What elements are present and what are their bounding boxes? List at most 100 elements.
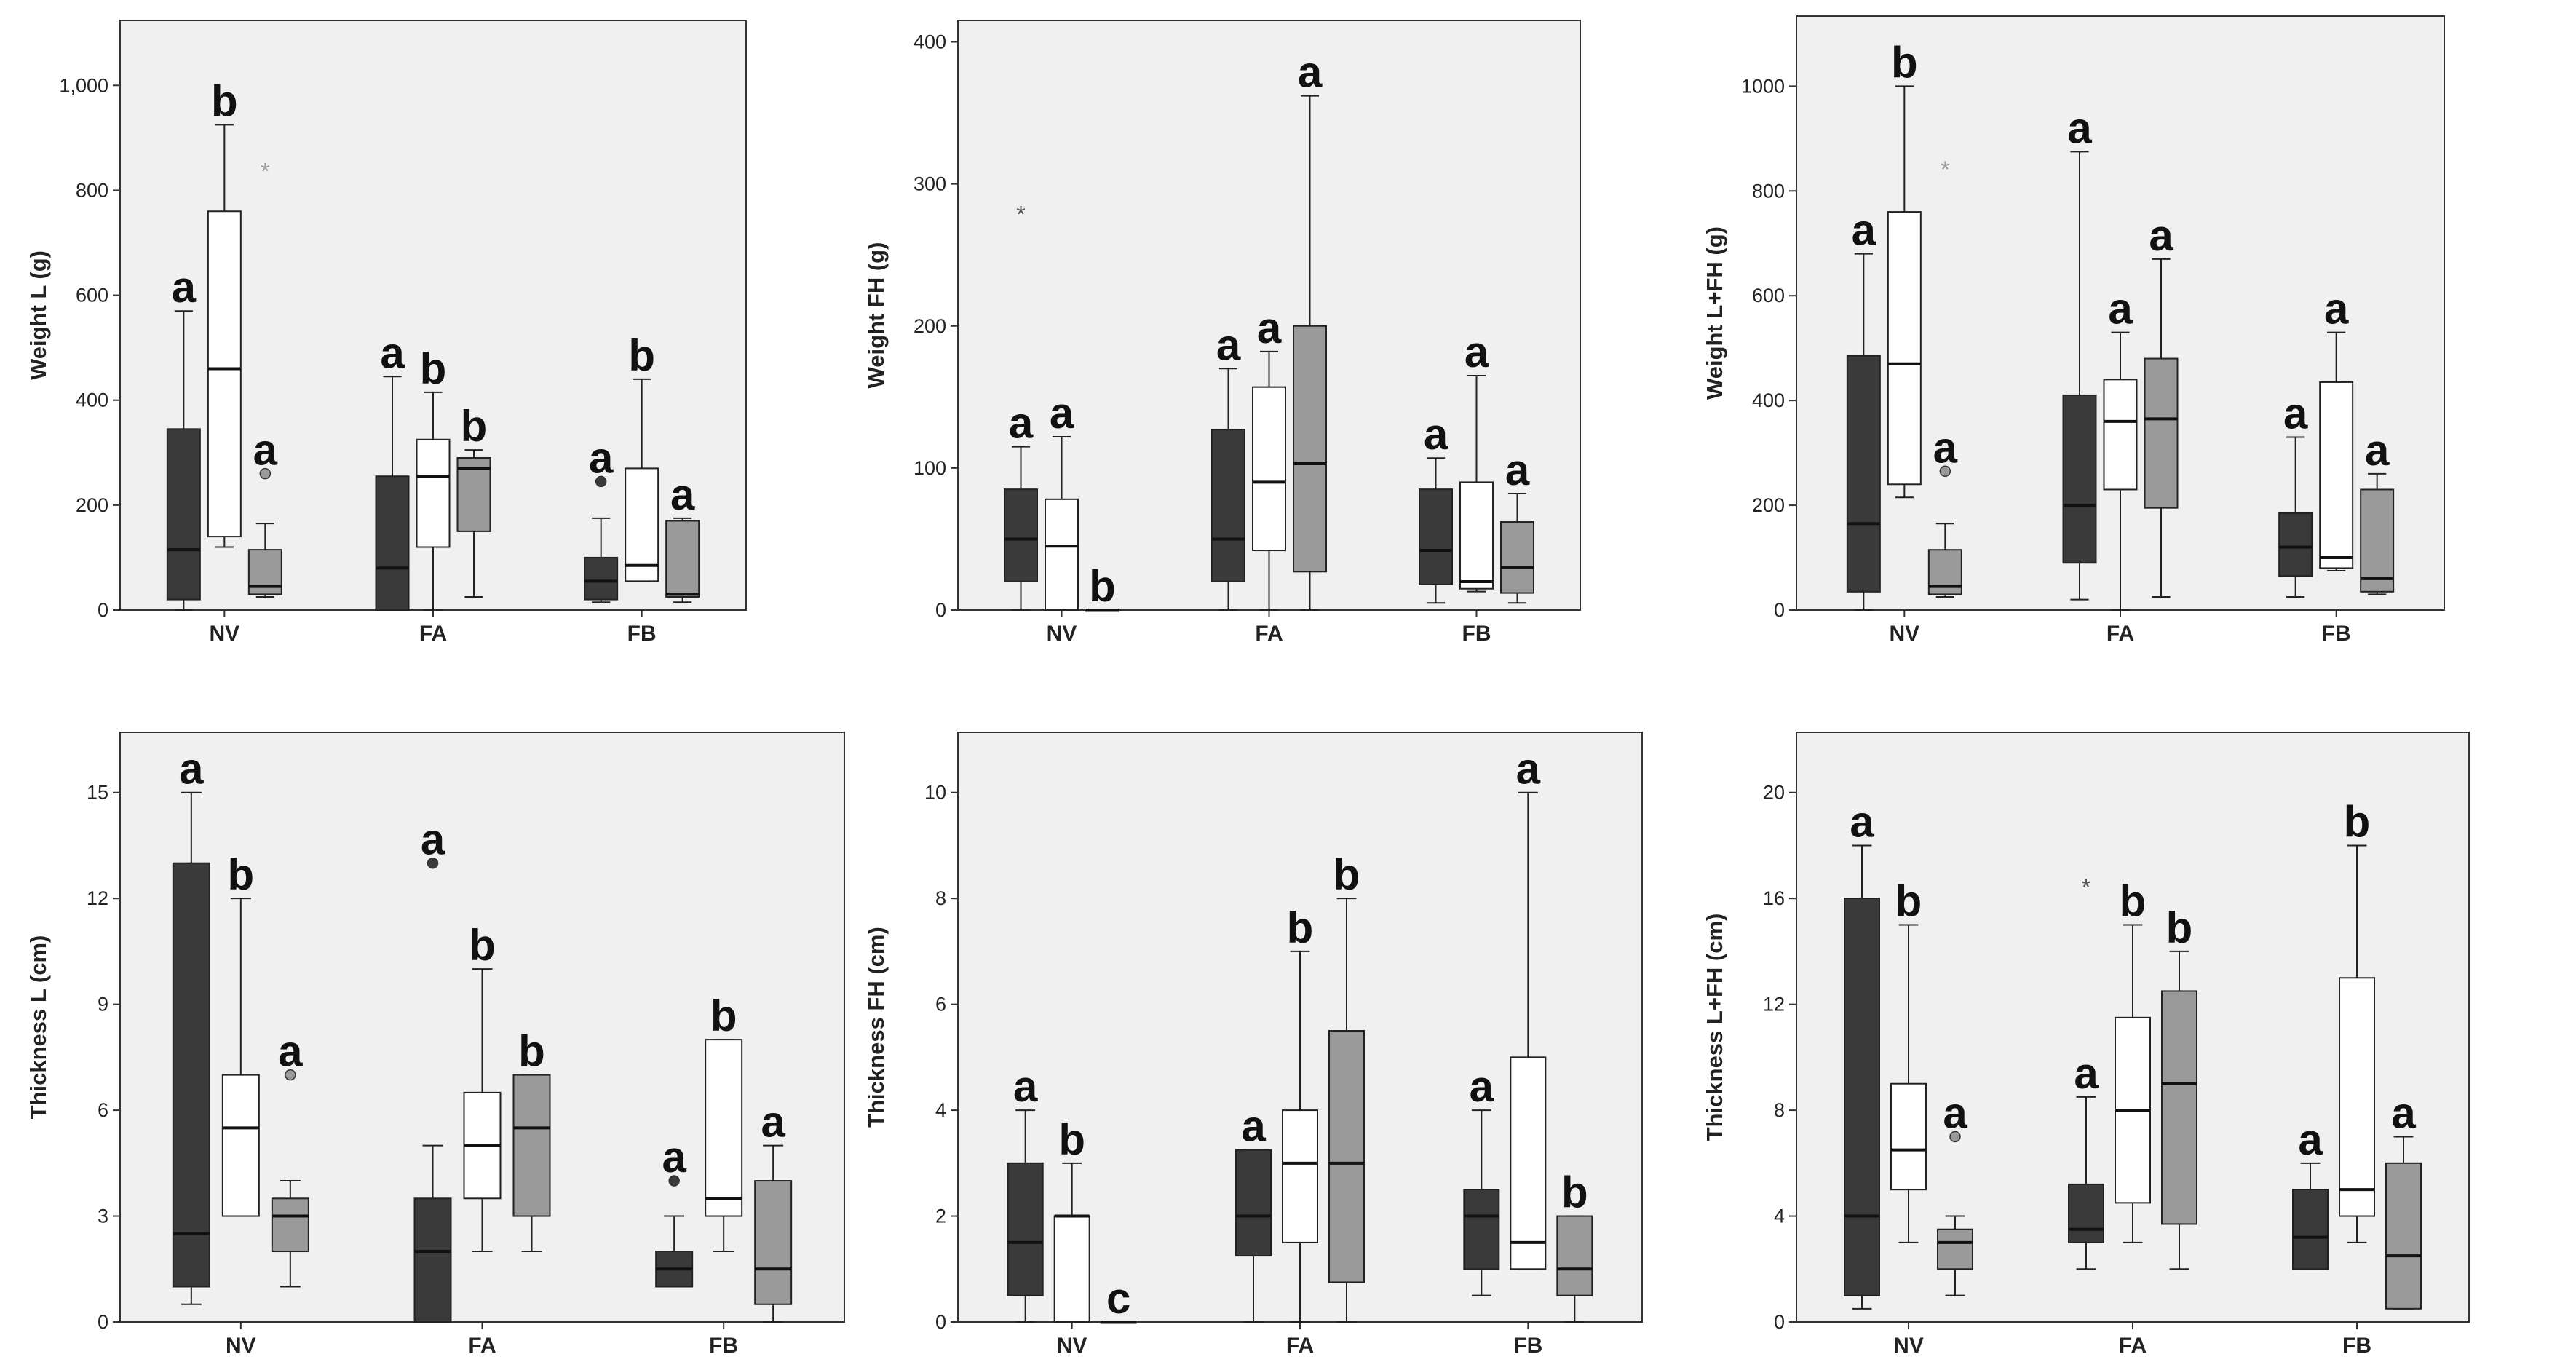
iqr-box	[625, 467, 659, 582]
iqr-box	[271, 1197, 309, 1253]
iqr-box	[2360, 488, 2395, 593]
significance-letter: a	[2074, 1049, 2099, 1098]
box-FB-series-3: a	[2385, 1088, 2422, 1310]
y-tick-label: 0	[935, 1311, 946, 1333]
box-FA-series-3: b	[2161, 903, 2197, 1270]
significance-letter: b	[2120, 877, 2147, 926]
outlier-circle	[259, 467, 272, 480]
iqr-box	[2144, 357, 2179, 509]
box-NV-series-1: a	[172, 745, 210, 1305]
significance-letter: a	[1009, 399, 1034, 448]
box-FB-series-2: b	[2339, 797, 2375, 1243]
iqr-box	[2103, 379, 2138, 491]
y-tick-label: 12	[87, 887, 108, 909]
x-category-label: NV	[1889, 622, 1919, 646]
y-tick-label: 6	[935, 994, 946, 1015]
y-tick-label: 4	[935, 1099, 946, 1121]
box-FA-series-2: b	[463, 921, 502, 1253]
y-tick-label: 9	[98, 994, 108, 1015]
box-FA-series-2: a	[1252, 304, 1286, 611]
y-tick-label: 6	[98, 1099, 108, 1121]
significance-letter: a	[1298, 48, 1323, 97]
box-FB-series-3: a	[665, 470, 700, 603]
iqr-box	[754, 1180, 793, 1305]
significance-letter: b	[518, 1027, 545, 1076]
y-tick-label: 2	[935, 1205, 946, 1227]
box-NV-series-1: a	[1846, 206, 1881, 611]
box-FB-series-1: a	[1463, 1062, 1500, 1296]
significance-letter: b	[1561, 1168, 1588, 1217]
iqr-box	[1419, 488, 1453, 585]
box-FA-series-1: *a	[2068, 874, 2104, 1270]
y-tick-label: 10	[924, 782, 946, 804]
box-NV-series-1: a	[1007, 1062, 1044, 1323]
significance-letter: a	[2298, 1115, 2323, 1164]
significance-letter: b	[2166, 903, 2193, 952]
box-FB-series-3: a	[1500, 446, 1534, 604]
box-NV-series-2: b	[207, 76, 242, 548]
box-NV-series-3: a	[1937, 1088, 1973, 1296]
y-axis-title: Weight FH (g)	[863, 242, 889, 389]
y-axis-title: Thickness L+FH (cm)	[1702, 914, 1727, 1141]
y-tick-label: 0	[98, 1311, 108, 1333]
iqr-box	[512, 1074, 551, 1217]
iqr-box	[1328, 1030, 1365, 1283]
x-category-label: FB	[709, 1334, 738, 1358]
significance-letter: b	[461, 402, 488, 451]
iqr-box	[1556, 1215, 1593, 1296]
iqr-box	[2278, 512, 2313, 577]
y-tick-label: 0	[1774, 1311, 1785, 1333]
iqr-box	[2161, 990, 2197, 1225]
box-FA-series-1: a	[2062, 103, 2097, 601]
y-tick-label: 300	[914, 173, 946, 195]
box-FA-series-1: a	[375, 328, 410, 611]
box-FB-series-1: a	[584, 433, 619, 603]
iqr-box	[2068, 1183, 2104, 1243]
box-FA-series-3: b	[1328, 850, 1365, 1323]
box-FA-series-3: b	[456, 402, 491, 598]
significance-letter: b	[1891, 38, 1918, 87]
iqr-box	[1844, 898, 1880, 1296]
significance-letter: a	[421, 815, 445, 864]
x-category-label: FA	[419, 622, 447, 646]
significance-letter: a	[1933, 423, 1958, 472]
x-category-label: NV	[1047, 622, 1077, 646]
y-tick-label: 3	[98, 1205, 108, 1227]
iqr-box	[2385, 1162, 2422, 1310]
significance-letter: b	[1895, 877, 1922, 926]
significance-letter: a	[1050, 389, 1074, 437]
box-FA-series-1: a	[1235, 1102, 1272, 1323]
significance-letter: a	[278, 1027, 303, 1076]
iqr-box	[1004, 488, 1038, 582]
significance-letter: b	[420, 344, 447, 393]
box-FA-series-2: b	[1282, 903, 1318, 1323]
iqr-box	[1846, 355, 1881, 593]
y-tick-label: 8	[1774, 1099, 1785, 1121]
iqr-box	[1235, 1149, 1272, 1257]
significance-letter: a	[2067, 103, 2092, 152]
significance-letter: a	[1470, 1062, 1494, 1111]
iqr-box	[172, 862, 210, 1288]
x-category-label: FB	[2342, 1334, 2371, 1358]
significance-letter: b	[1333, 850, 1360, 899]
y-tick-label: 16	[1763, 887, 1785, 909]
box-NV-series-3: a	[271, 1027, 309, 1288]
box-NV-series-1: a	[166, 263, 201, 611]
y-tick-label: 1000	[1741, 75, 1785, 97]
outlier-circle	[427, 857, 439, 869]
significance-letter: a	[761, 1098, 785, 1147]
significance-letter: a	[2108, 285, 2133, 333]
box-NV-series-3: *a	[247, 159, 282, 598]
outlier-circle	[595, 475, 607, 488]
significance-letter: a	[2365, 426, 2390, 475]
y-tick-label: 800	[1752, 180, 1785, 202]
significance-letter: a	[670, 470, 695, 519]
significance-letter: a	[179, 745, 204, 793]
y-tick-label: 400	[914, 31, 946, 53]
y-tick-label: 600	[1752, 285, 1785, 306]
iqr-box	[221, 1074, 260, 1217]
box-NV-series-2: b	[1053, 1115, 1090, 1323]
